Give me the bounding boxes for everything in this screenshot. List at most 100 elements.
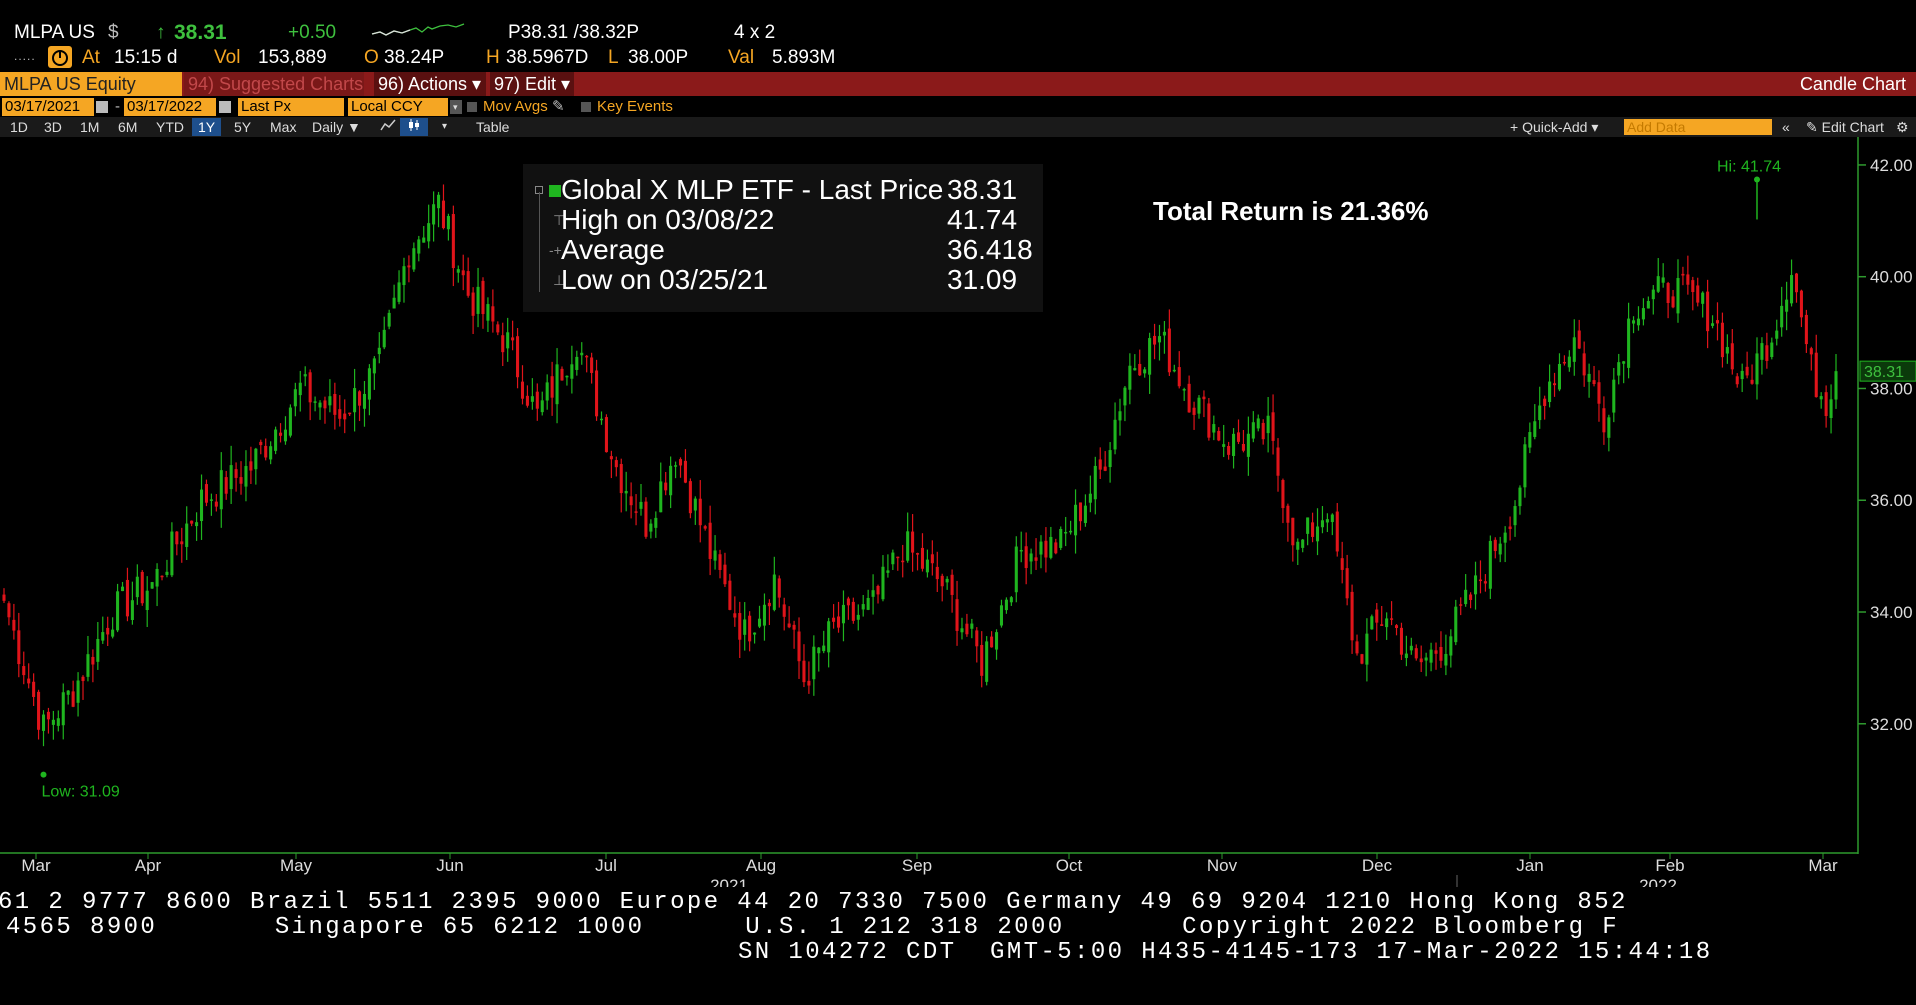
candle-body <box>1059 528 1063 548</box>
period-1y-button[interactable]: 1Y <box>192 118 222 136</box>
candle-body <box>1444 653 1448 666</box>
candle-body <box>886 570 890 573</box>
edit-menu[interactable]: 97) Edit ▾ <box>490 72 574 96</box>
period-5y-button[interactable]: 5Y <box>234 119 252 135</box>
candle-chart-icon[interactable] <box>400 118 428 136</box>
price-chart[interactable]: 32.00 34.00 36.00 38.00 40.00 42.00 Mar Apr May… <box>0 137 1916 897</box>
period-1d-button[interactable]: 1D <box>10 119 28 135</box>
period-6m-button[interactable]: 6M <box>118 119 138 135</box>
x-tick-label: Dec <box>1362 856 1393 875</box>
candle-body <box>1093 465 1097 500</box>
candle-body <box>1518 487 1522 507</box>
edit-pencil-icon: ✎ <box>1806 119 1822 135</box>
date-separator: - <box>115 98 120 115</box>
currency-dropdown-icon[interactable]: ▾ <box>450 100 462 114</box>
field-select[interactable]: Last Px <box>238 98 344 116</box>
x-tick-label: Feb <box>1655 856 1684 875</box>
candle-body <box>1582 353 1586 376</box>
candle-body <box>728 580 732 610</box>
settings-gear-icon[interactable]: ⚙ <box>1896 119 1909 135</box>
candle-body <box>1320 520 1324 528</box>
candle-body <box>274 429 278 451</box>
suggested-charts-button[interactable]: 94) Suggested Charts <box>184 72 364 96</box>
candle-body <box>604 417 608 453</box>
candle-body <box>609 456 613 460</box>
table-button[interactable]: Table <box>476 119 510 135</box>
end-date-input[interactable]: 03/17/2022 <box>124 98 216 116</box>
quick-add-button[interactable]: + Quick-Add ▾ <box>1510 119 1599 135</box>
chart-style-dropdown-icon[interactable]: ▾ <box>442 121 448 132</box>
candle-body <box>1054 542 1058 554</box>
candle-body <box>1691 280 1695 293</box>
actions-menu[interactable]: 96) Actions ▾ <box>374 72 486 96</box>
candle-body <box>1118 411 1122 421</box>
candle-body <box>101 632 105 641</box>
add-data-input[interactable]: Add Data <box>1624 119 1772 135</box>
candle-body <box>876 585 880 595</box>
candle-body <box>1251 422 1255 439</box>
drag-handle-icon[interactable]: ..... <box>14 49 36 63</box>
end-calendar-icon[interactable] <box>219 101 231 113</box>
edit-chart-button[interactable]: ✎ Edit Chart <box>1800 118 1890 136</box>
candle-body <box>990 636 994 648</box>
candle-body <box>1182 389 1186 391</box>
mov-avgs-toggle[interactable]: Mov Avgs ✎ <box>464 98 568 116</box>
candle-body <box>209 499 213 501</box>
candle-body <box>111 629 115 637</box>
vol-label: Vol <box>214 47 241 68</box>
candle-body <box>595 370 599 417</box>
candle-body <box>738 613 742 640</box>
line-chart-icon[interactable] <box>374 118 402 136</box>
collapse-chevrons-icon[interactable]: « <box>1782 119 1790 135</box>
low-label: L <box>608 47 619 68</box>
period-max-button[interactable]: Max <box>270 119 297 135</box>
period-3d-button[interactable]: 3D <box>44 119 62 135</box>
key-events-checkbox[interactable] <box>581 102 591 112</box>
x-tick-label: Jun <box>436 856 463 875</box>
pencil-icon[interactable]: ✎ <box>551 98 565 115</box>
currency-select[interactable]: Local CCY <box>348 98 448 116</box>
start-date-input[interactable]: 03/17/2021 <box>2 98 94 116</box>
candle-body <box>441 200 446 229</box>
candle-body <box>1044 540 1048 558</box>
candle-body <box>970 623 974 629</box>
high-price: 38.5967D <box>506 47 589 68</box>
bid-ask: P38.31 /38.32P <box>508 22 639 43</box>
period-1m-button[interactable]: 1M <box>80 119 100 135</box>
alert-icon[interactable] <box>48 46 72 68</box>
period-ytd-button[interactable]: YTD <box>156 119 184 135</box>
candle-body <box>437 194 441 209</box>
candle-body <box>1770 342 1774 357</box>
candle-body <box>792 624 796 630</box>
candle-body <box>239 477 243 484</box>
candle-body <box>140 571 144 604</box>
y-tick-label: 34.00 <box>1870 603 1913 622</box>
candle-body <box>1439 646 1443 661</box>
candlestick-chart[interactable]: 32.00 34.00 36.00 38.00 40.00 42.00 Mar Apr May… <box>0 137 1916 897</box>
candle-body <box>1676 278 1680 314</box>
frequency-select[interactable]: Daily ▼ <box>312 119 361 135</box>
candle-body <box>1074 504 1078 536</box>
candle-body <box>560 368 564 381</box>
mov-avgs-checkbox[interactable] <box>467 102 477 112</box>
candle-body <box>32 681 36 697</box>
last-price: 38.31 <box>174 21 227 44</box>
x-tick-label: Oct <box>1056 856 1083 875</box>
low-price: 38.00P <box>628 47 689 68</box>
candle-body <box>264 445 268 458</box>
candle-body <box>471 292 475 316</box>
legend-series-value: 38.31 <box>947 174 1018 205</box>
candle-body <box>1241 444 1245 451</box>
candle-body <box>412 248 416 270</box>
candle-body <box>1133 368 1137 371</box>
candle-body <box>1088 493 1092 503</box>
candle-body <box>1799 290 1803 318</box>
candle-body <box>861 604 865 610</box>
legend-high-value: 41.74 <box>947 204 1018 235</box>
candle-body <box>259 441 263 446</box>
start-calendar-icon[interactable] <box>96 101 108 113</box>
security-field[interactable]: MLPA US Equity <box>0 72 182 96</box>
candle-body <box>496 324 500 333</box>
candle-body <box>1157 336 1162 343</box>
key-events-toggle[interactable]: Key Events <box>578 98 676 116</box>
